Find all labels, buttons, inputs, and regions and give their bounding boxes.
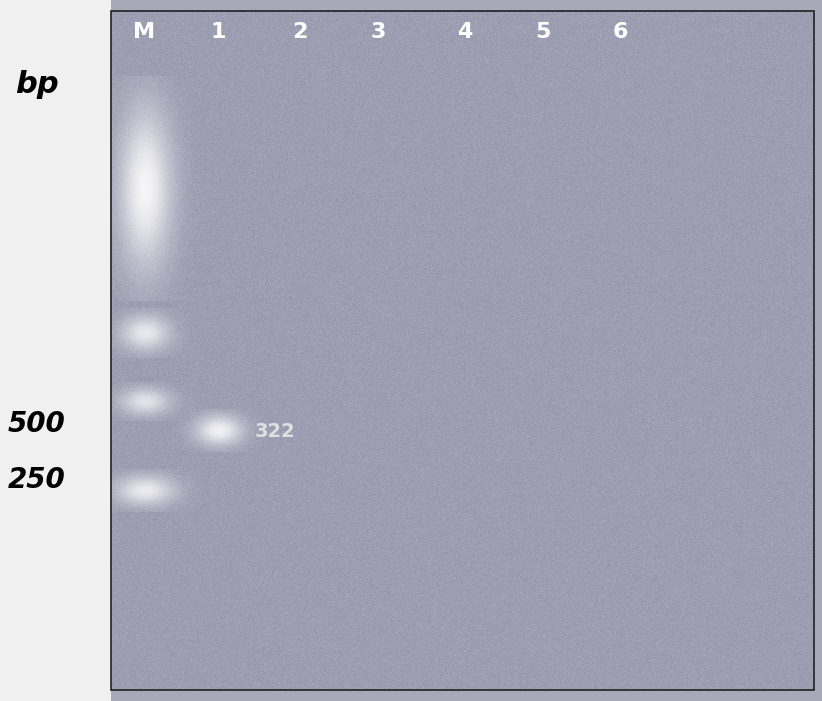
Text: 1: 1 (210, 22, 225, 41)
Text: 6: 6 (613, 22, 628, 41)
Text: M: M (133, 22, 155, 41)
Bar (0, 0, 111, 701)
Text: 250: 250 (8, 466, 66, 494)
Bar (111, 11, 814, 690)
Bar (111, 11, 814, 690)
Text: 500: 500 (8, 410, 66, 438)
Text: 2: 2 (293, 22, 307, 41)
Text: 322: 322 (255, 421, 296, 441)
Text: 3: 3 (371, 22, 386, 41)
Text: 4: 4 (457, 22, 472, 41)
Text: 5: 5 (535, 22, 550, 41)
Text: bp: bp (15, 69, 59, 99)
